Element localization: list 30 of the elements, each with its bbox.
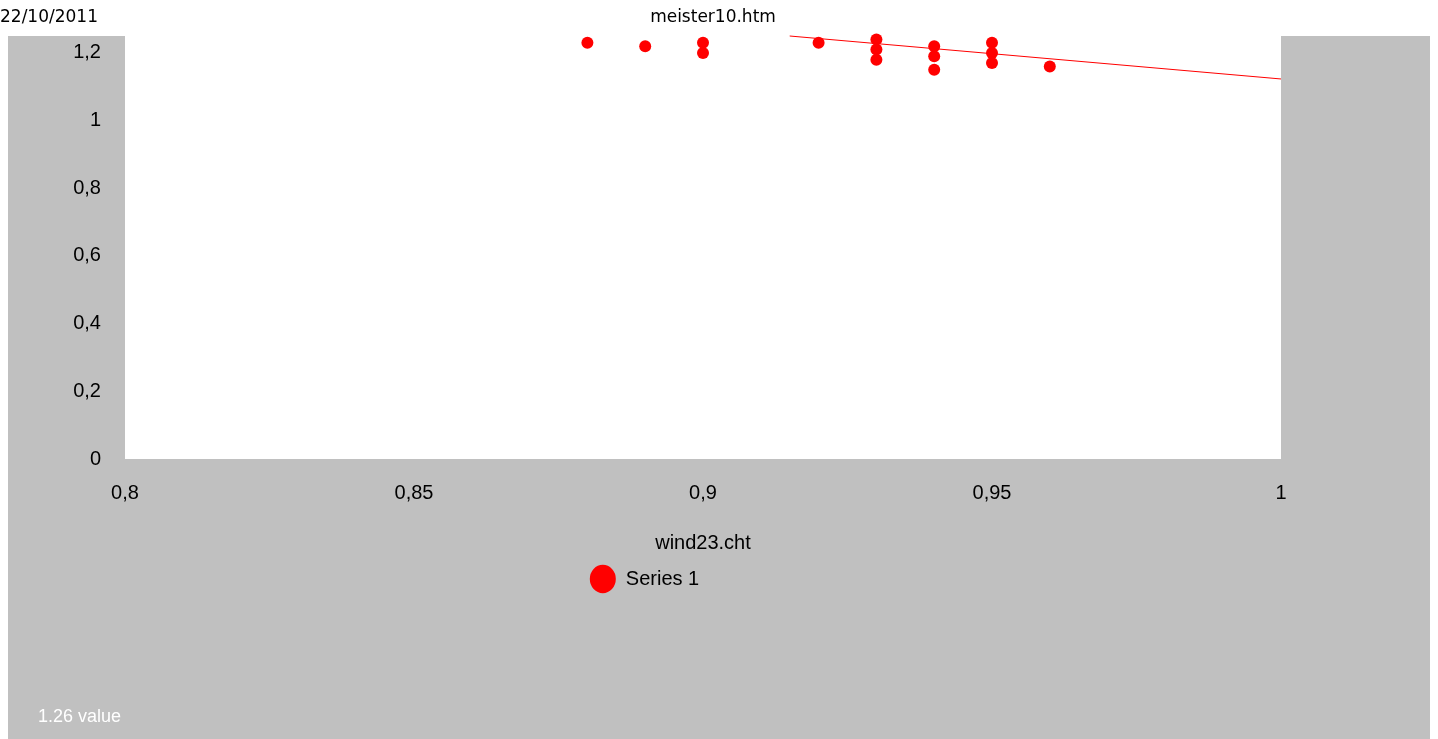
point — [986, 57, 998, 70]
point — [581, 36, 594, 49]
point — [1043, 60, 1056, 73]
point — [812, 36, 825, 49]
text: meister10.htm — [650, 6, 776, 27]
y-tick-label: 0,2 — [73, 378, 101, 401]
point — [928, 63, 941, 76]
point — [928, 50, 941, 63]
point — [697, 36, 709, 49]
y-tick-label: 0 — [89, 446, 101, 469]
y-tick-label: 1 — [89, 108, 101, 131]
x-tick-label: 0,95 — [972, 480, 1012, 503]
point — [986, 36, 998, 49]
y-tick-label: 0,4 — [73, 311, 101, 334]
text: 22/10/2011 — [0, 6, 98, 27]
x-tick-label: 0,8 — [111, 480, 139, 503]
text: 1.26 value — [38, 705, 122, 726]
point — [870, 53, 883, 66]
x-tick-label: 0,9 — [689, 480, 717, 503]
y-tick-label: 1,2 — [73, 40, 101, 63]
x-axis-title: wind23.cht — [654, 530, 752, 553]
y-tick-label: 0,8 — [73, 175, 101, 198]
point — [928, 40, 941, 53]
point — [870, 33, 883, 46]
point — [639, 40, 652, 53]
y-tick-label: 0,6 — [73, 243, 101, 266]
x-tick-label: 0,85 — [394, 480, 434, 503]
point — [870, 43, 883, 56]
legend-label: Series 1 — [625, 566, 700, 589]
x-tick-label: 1 — [1275, 480, 1287, 503]
